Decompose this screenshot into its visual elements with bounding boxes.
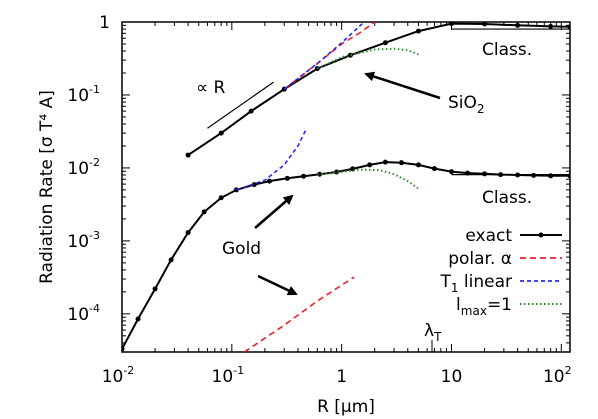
x-tick-label: 1 [336,367,347,387]
legend-label-exact: exact [465,226,512,246]
data-point-exact-gold [431,166,437,172]
data-point-exact-gold [415,162,421,168]
series-line-polar-sio2 [283,22,376,90]
data-point-exact-gold [515,172,521,178]
x-axis-title: R [μm] [317,397,375,417]
data-point-exact-gold [152,286,158,292]
gold-arrow-up [254,194,294,229]
data-point-exact-sio2 [185,152,191,158]
plot-frame [121,21,571,353]
legend-label-polar: polar. α [448,249,512,269]
x-tick-label: 10-1 [212,364,245,387]
y-tick-label: 10-1 [67,83,100,106]
series-line-lmax-1-gold [317,168,419,190]
lambda-t-label: λT [424,321,442,344]
data-point-exact-gold [284,175,290,181]
class-label-gold: Class. [482,188,532,208]
data-point-exact-gold [201,209,207,215]
data-point-exact-gold [301,173,307,179]
y-axis-title: Radiation Rate [σ T⁴ A] [37,90,57,284]
data-point-exact-sio2 [218,130,224,136]
x-tick-label: 10 [441,367,463,387]
data-point-exact-sio2 [415,28,421,34]
data-point-exact-gold [465,170,471,176]
data-point-exact-sio2 [567,24,570,30]
data-point-exact-sio2 [515,22,521,28]
gold-label: Gold [222,239,261,259]
data-point-exact-gold [567,173,570,179]
series-layer [122,22,570,352]
y-tick-labels: 1 10-1 10-2 10-3 10-4 [67,13,110,325]
y-tick-label: 1 [99,13,110,33]
data-point-exact-gold [185,230,191,236]
y-tick-label: 10-3 [67,229,100,252]
sio2-arrow [364,71,441,100]
data-point-exact-gold [531,172,537,178]
data-point-exact-gold [122,346,125,352]
data-point-exact-gold [135,316,141,322]
class-label-sio2: Class. [482,40,532,60]
x-tick-label: 10-2 [102,364,135,387]
data-point-exact-gold [448,169,454,175]
data-point-exact-gold [266,178,272,184]
data-point-exact-gold [498,172,504,178]
data-point-exact-sio2 [482,22,488,27]
data-point-exact-gold [218,195,224,201]
series-line-t-linear-gold [236,127,308,191]
proportional-r-label: ∝ R [196,78,226,98]
series-line-t-linear-sio2 [283,22,365,90]
data-point-exact-sio2 [347,52,353,58]
series-line-exact-gold [122,161,570,350]
x-tick-label: 102 [543,364,572,387]
legend: exact polar. α T1 linear lmax=1 [439,226,562,318]
data-point-exact-gold [398,160,404,166]
legend-label-t1: T1 linear [439,272,512,295]
data-point-exact-gold [367,162,373,168]
data-point-exact-gold [168,257,174,263]
data-point-exact-gold [382,159,388,165]
y-tick-label: 10-4 [67,302,100,325]
data-point-exact-sio2 [248,108,254,114]
x-tick-labels: 10-2 10-1 1 10 102 [102,364,572,387]
data-point-exact-gold [548,173,554,179]
data-point-exact-gold [482,171,488,177]
data-point-exact-sio2 [548,23,554,29]
data-point-exact-sio2 [448,22,454,27]
legend-marker-exact [538,232,544,238]
y-tick-label: 10-2 [67,156,100,179]
series-line-polar-gold [243,276,355,352]
sio2-label: SiO2 [448,93,485,116]
legend-label-lmax: lmax=1 [456,295,512,318]
data-point-exact-sio2 [382,40,388,46]
gold-arrow-down [257,274,298,296]
reference-line [207,81,274,129]
